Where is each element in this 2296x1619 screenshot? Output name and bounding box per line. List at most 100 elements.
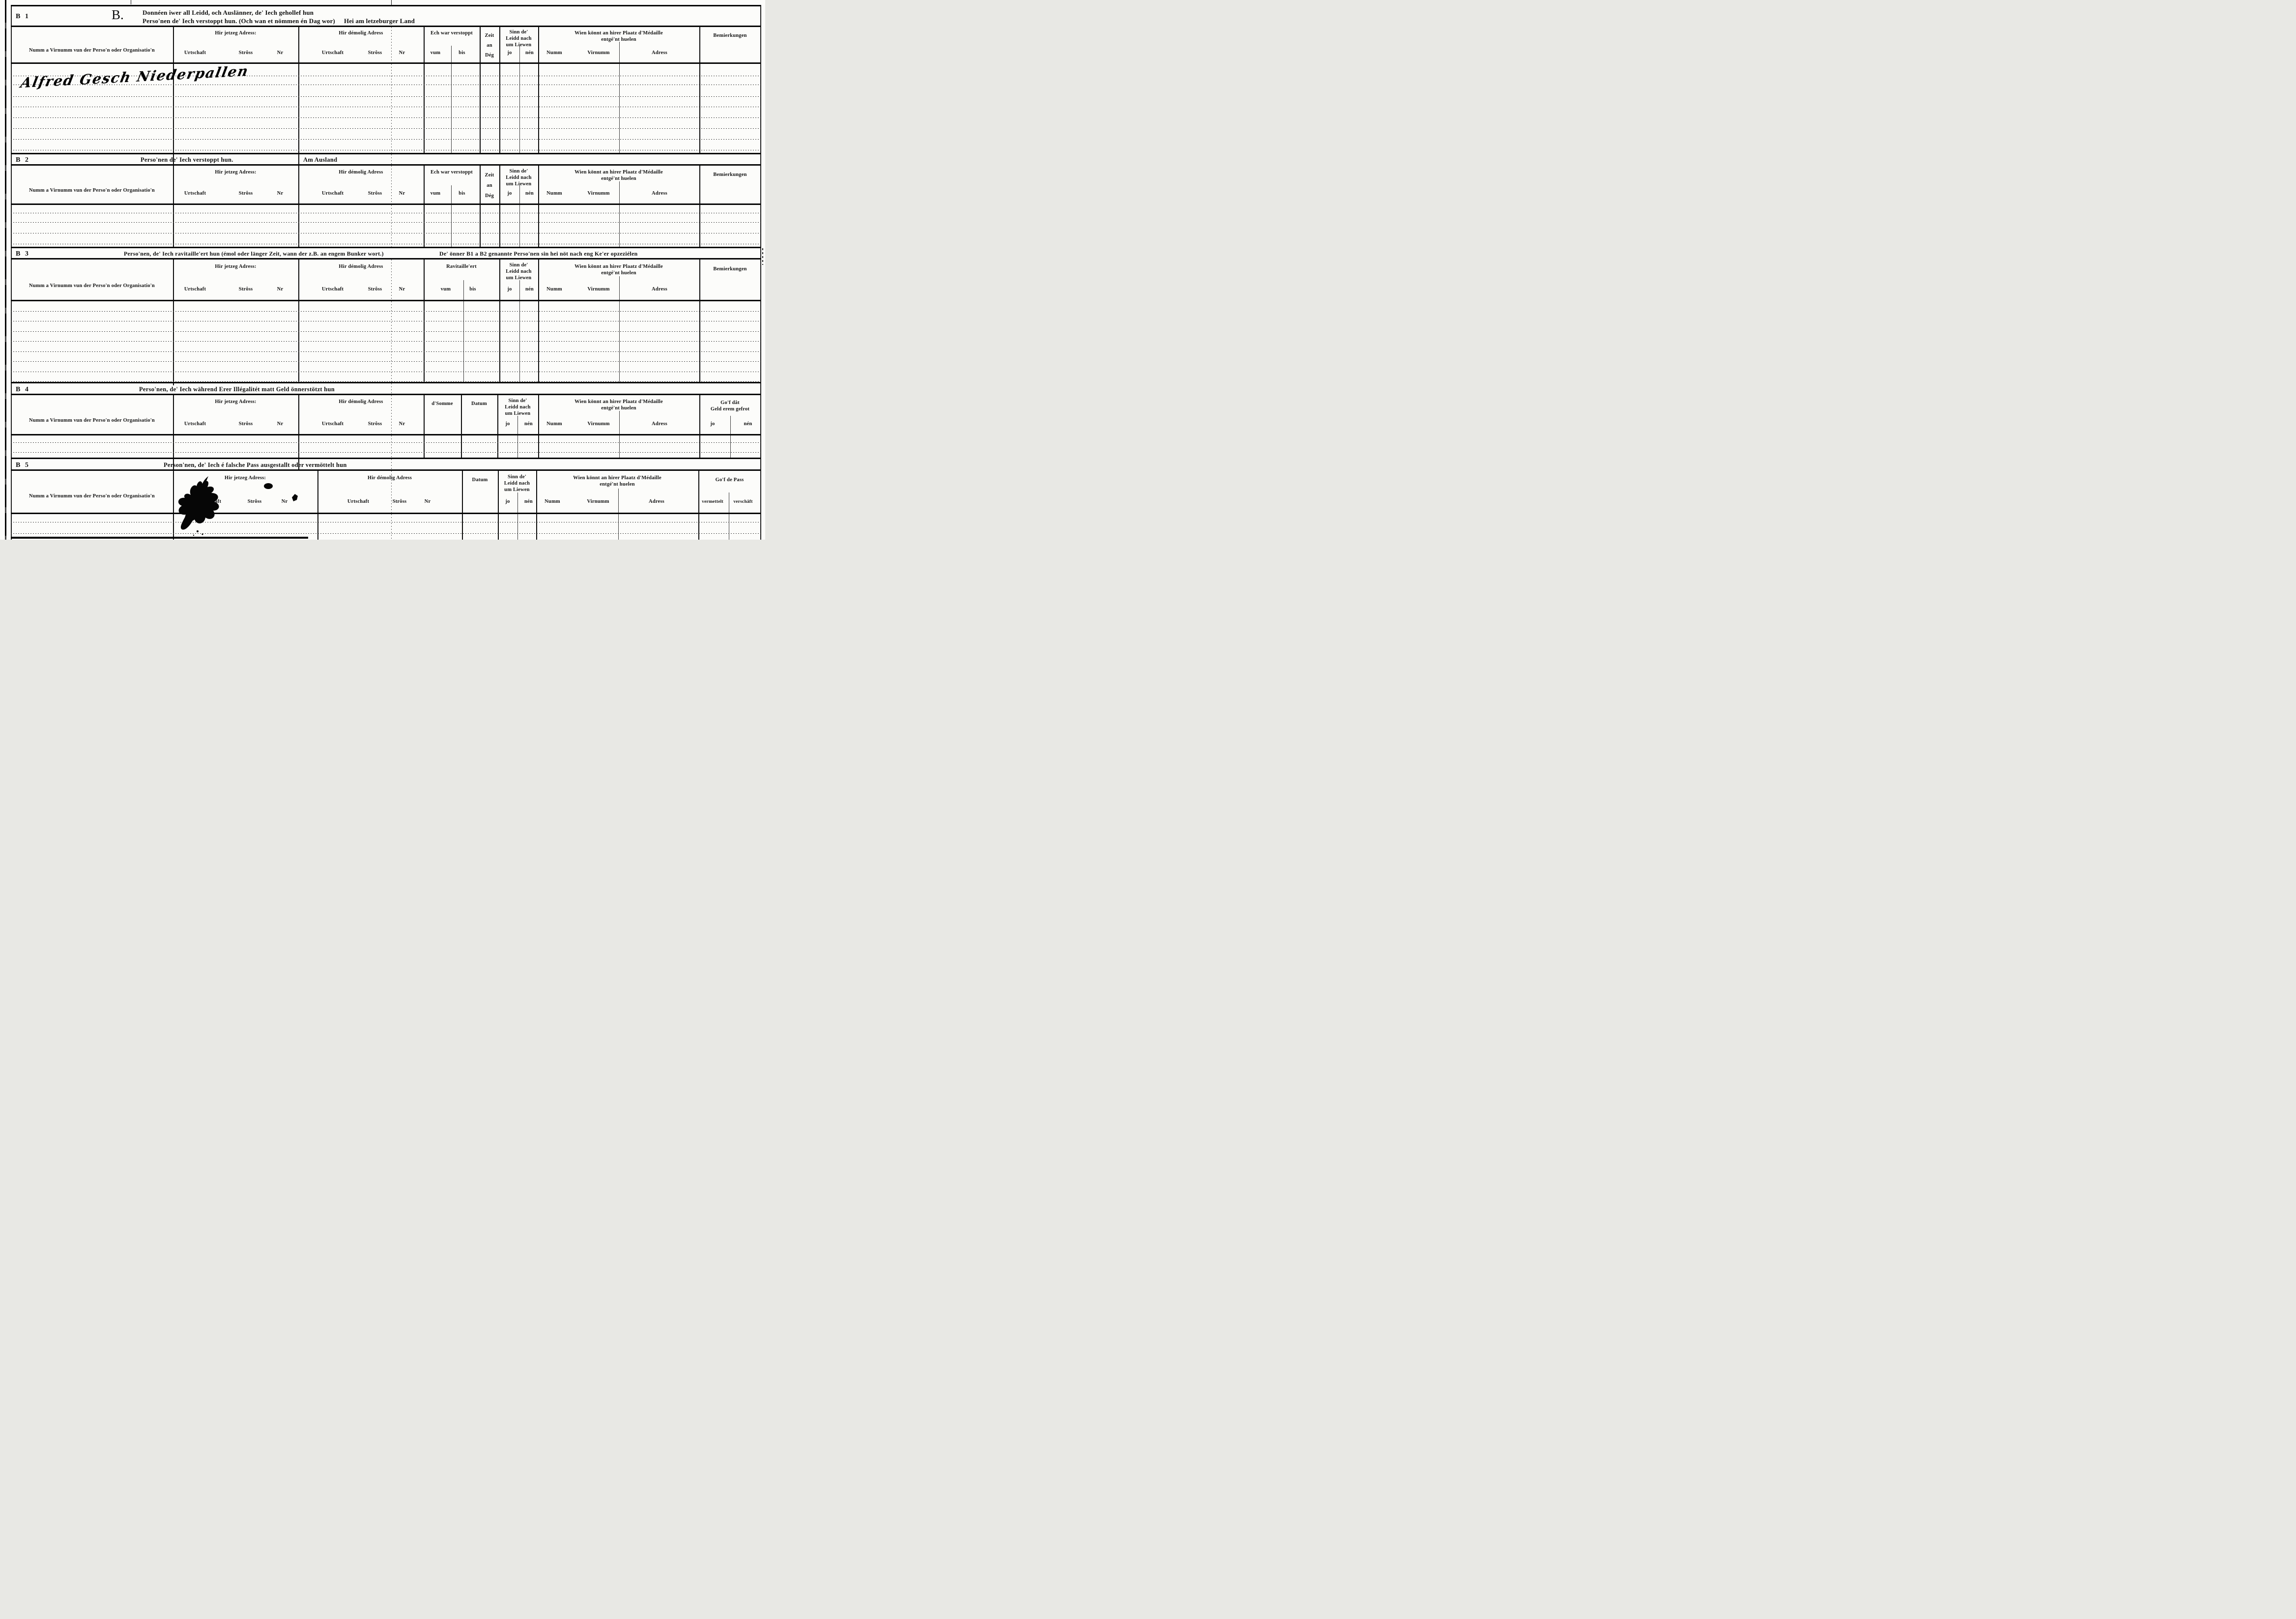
col-header-urtschaft: Urtschaft [184,191,206,197]
column-divider [462,471,463,513]
entry-line [11,331,761,332]
col-header-bis: bis [459,50,465,56]
col-header-sinn: Sinn de' Leidd nach um Liewen [506,262,532,281]
section-b2-code: B 2 [16,156,30,164]
col-header-urtschaft: Urtschaft [199,499,222,505]
col-header-bemierkungen: Bemierkungen [713,266,747,272]
col-header-demolig-adress: Hir démolig Adress [339,30,383,36]
section-b5-code: B 5 [16,462,30,469]
col-header-stross: Strôss [368,50,382,56]
section-b2-title-bar: B 2 Perso'nen de' Iech verstoppt hun. Am… [11,153,761,166]
col-header-virnumm: Virnumm [587,287,610,292]
col-header-numm: Numm [546,50,562,56]
col-header-nr: Nr [399,191,405,197]
column-divider [538,435,539,458]
section-b4-title-bar: B 4 Perso'nen, de' Iech während Erer Ill… [11,382,761,395]
column-divider [173,383,174,385]
section-b2-title: Perso'nen de' Iech verstoppt hun. [141,156,233,163]
col-header-stross: Strôss [392,499,407,505]
sub-divider [519,64,520,153]
col-header-urtschaft: Urtschaft [321,191,344,197]
section-b2-subtitle: Am Ausland [303,156,338,163]
col-header-stross: Strôss [238,191,253,197]
column-divider [699,301,700,382]
column-divider [461,395,462,434]
col-header-zeit: Zeit an Dég [485,33,494,58]
column-divider [173,154,174,164]
section-b5-title: Person'nen, de' Iech é falsche Pass ausg… [164,462,347,468]
col-header-jo: jo [505,421,510,427]
col-header-urtschaft: Urtschaft [184,287,206,292]
column-divider [699,260,700,300]
entry-line [11,222,761,223]
col-header-jetzeg-adress: Hir jetzeg Adress: [215,264,257,269]
col-header-virnumm: Virnumm [587,421,610,427]
column-divider [173,260,174,300]
column-divider [699,27,700,62]
col-header-virnumm: Virnumm [587,191,610,197]
section-b4-code: B 4 [16,386,30,393]
col-header-stross: Strôss [238,421,253,427]
column-divider [173,301,174,382]
entry-line [11,442,761,443]
col-header-verstoppt: Ech war verstoppt [430,30,473,36]
column-divider [699,395,700,434]
column-divider [538,395,539,434]
column-divider [173,471,174,513]
section-b2-header: Numm a Virnumm vun der Perso'n oder Orga… [11,166,761,205]
section-b1-header: Numm a Virnumm vun der Perso'n oder Orga… [11,27,761,64]
entry-line [11,117,761,118]
column-divider [173,64,174,153]
column-divider [538,205,539,247]
column-divider [424,166,425,203]
col-header-nen: nén [744,421,752,427]
col-header-nr: Nr [277,191,284,197]
sub-divider [451,64,452,153]
column-divider [173,514,174,540]
entry-line [11,361,761,362]
column-divider [499,27,500,62]
col-header-bemierkungen: Bemierkungen [713,172,747,177]
column-divider [298,435,299,458]
col-header-vum: vum [430,50,441,56]
sub-divider [517,514,518,540]
column-divider [424,301,425,382]
col-header-name: Numm a Virnumm vun der Perso'n oder Orga… [29,283,155,289]
column-divider-dashed [391,260,392,300]
sub-divider [619,64,620,153]
sub-divider [619,205,620,247]
column-divider-dashed [391,27,392,62]
form-heading-line2: Perso'nen de' Iech verstoppt hun. (Och w… [143,17,415,25]
entry-line [11,311,761,312]
column-divider [538,27,539,62]
col-header-ravitailleert: Ravitaille'ert [446,264,477,269]
col-header-numm: Numm [546,191,562,197]
sub-divider [619,42,620,62]
column-divider [699,205,700,247]
col-header-stross: Strôss [247,499,262,505]
col-header-jetzeg-adress: Hir jetzeg Adress: [215,170,257,175]
col-header-nen: nén [525,191,534,197]
column-divider [424,435,425,458]
column-divider [699,435,700,458]
entry-line [11,128,761,129]
entry-line [11,533,761,534]
col-header-stross: Strôss [368,287,382,292]
col-header-numm: Numm [546,287,562,292]
sub-divider [619,411,620,434]
col-header-name: Numm a Virnumm vun der Perso'n oder Orga… [29,418,155,423]
column-divider [698,514,699,540]
section-b3-title-bar: B 3 Perso'nen, de' Iech ravitaille'ert h… [11,247,761,260]
column-divider [424,27,425,62]
sub-divider [618,489,619,513]
column-divider [298,459,299,469]
column-divider [499,166,500,203]
column-divider [298,301,299,382]
col-header-wien: Wien könnt an hirer Plaatz d'Médaille ent… [574,264,663,276]
section-b5-rows [11,514,761,540]
column-divider [424,64,425,153]
col-header-demolig-adress: Hir démolig Adress [339,170,383,175]
col-header-demolig-adress: Hir démolig Adress [339,264,383,269]
entry-line [11,139,761,140]
section-b2-rows [11,205,761,247]
